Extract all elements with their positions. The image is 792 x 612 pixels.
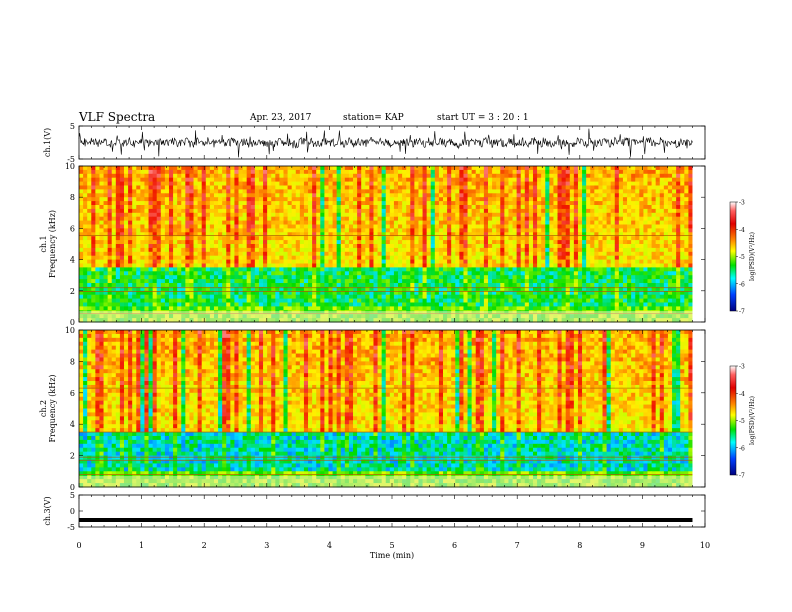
ch1-spectrogram-cells	[79, 166, 693, 323]
y-tick-label: 8	[70, 357, 75, 366]
y-tick-label: 0	[70, 507, 75, 516]
y-axis-label: ch.2	[39, 400, 48, 417]
ch3-waveform-frame	[78, 494, 706, 528]
x-tick-label: 3	[264, 541, 269, 550]
ch2-spectrogram-cells	[79, 330, 693, 488]
x-tick-label: 1	[139, 541, 144, 550]
x-tick-label: 7	[515, 541, 520, 550]
y-tick-label: 8	[70, 193, 75, 202]
colorbar-tick-label: -5	[739, 418, 745, 425]
ch1-spectrogram-blank	[692, 166, 705, 322]
x-tick-label: 4	[327, 541, 332, 550]
x-tick-label: 9	[640, 541, 645, 550]
y-tick-label: 4	[70, 256, 75, 265]
y-tick-label: -5	[67, 155, 75, 164]
ch1-spectrogram-colorbar	[729, 201, 737, 312]
colorbar-tick-label: -6	[739, 445, 745, 452]
y-tick-label: 2	[70, 452, 75, 461]
x-tick-label: 6	[452, 541, 457, 550]
y-tick-label: 0	[70, 318, 75, 327]
y-axis-label: ch.1	[39, 235, 48, 252]
ch1-waveform-trace	[78, 128, 693, 158]
y-tick-label: 10	[65, 326, 75, 335]
ch2-spectrogram-colorbar	[729, 365, 737, 476]
colorbar-label: log(PSD)(V²/Hz)	[749, 232, 756, 281]
y-tick-label: -5	[67, 523, 75, 532]
y-tick-label: 6	[70, 224, 75, 233]
y-axis-label: ch.1(V)	[43, 128, 52, 157]
y-tick-label: 10	[65, 162, 75, 171]
x-tick-label: 0	[76, 541, 81, 550]
colorbar-tick-label: -3	[739, 200, 745, 207]
date-label: Apr. 23, 2017	[250, 113, 312, 123]
x-tick-label: 10	[700, 541, 710, 550]
colorbar-tick-label: -6	[739, 281, 745, 288]
y-tick-label: 6	[70, 389, 75, 398]
x-tick-label: 2	[202, 541, 207, 550]
colorbar-tick-label: -7	[739, 473, 745, 480]
x-tick-label: 8	[577, 541, 582, 550]
y-tick-label: 4	[70, 420, 75, 429]
y-tick-label: 2	[70, 287, 75, 296]
y-tick-label: 5	[70, 122, 75, 131]
ch2-spectrogram-lowband	[79, 476, 693, 487]
x-axis-label: Time (min)	[370, 551, 414, 560]
ch2-spectrogram-blank	[692, 330, 705, 487]
x-tick-label: 5	[389, 541, 394, 550]
colorbar-tick-label: -4	[739, 391, 745, 398]
colorbar-tick-label: -3	[739, 364, 745, 371]
station-label: station= KAP	[343, 113, 404, 123]
y-tick-label: 5	[70, 491, 75, 500]
start-time-label: start UT = 3 : 20 : 1	[437, 113, 529, 123]
y-tick-label: 0	[70, 483, 75, 492]
colorbar-label: log(PSD)(V²/Hz)	[749, 396, 756, 445]
colorbar-tick-label: -5	[739, 254, 745, 261]
y-axis-label: Frequency (kHz)	[48, 210, 57, 278]
ch1-spectrogram-lowband	[79, 311, 693, 322]
y-axis-label: ch.3(V)	[43, 496, 52, 525]
figure-title: VLF Spectra	[79, 110, 156, 124]
colorbar-tick-label: -4	[739, 227, 745, 234]
colorbar-tick-label: -7	[739, 309, 745, 316]
y-axis-label: Frequency (kHz)	[48, 374, 57, 442]
